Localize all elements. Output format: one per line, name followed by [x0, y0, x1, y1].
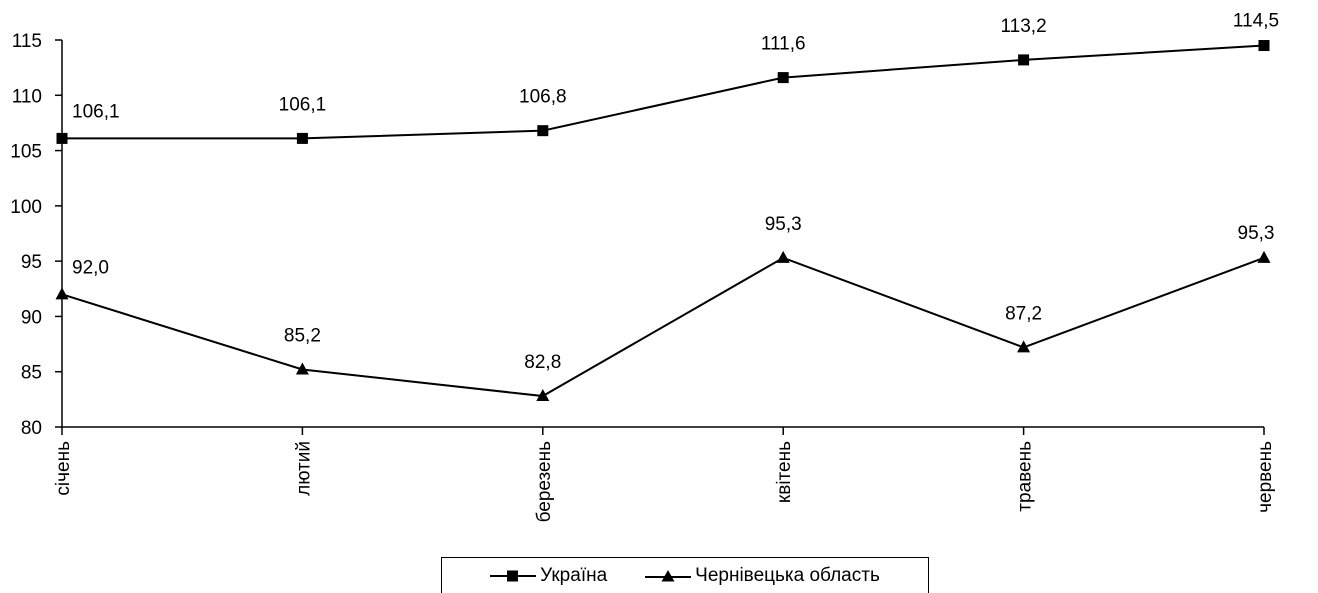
data-point	[295, 362, 309, 375]
legend-label-ukraine: Україна	[540, 564, 608, 586]
data-label: 111,6	[761, 34, 806, 55]
data-label: 106,8	[519, 87, 567, 108]
data-label: 95,3	[765, 214, 802, 235]
x-tick-label: травень	[1015, 441, 1036, 512]
x-tick-label: січень	[53, 441, 74, 496]
data-point	[1017, 340, 1031, 353]
legend-label-chernivtsi: Чернівецька область	[695, 564, 880, 586]
data-label: 106,1	[279, 94, 327, 115]
data-label: 82,8	[524, 352, 561, 373]
x-tick-label: лютий	[293, 441, 314, 496]
data-label: 85,2	[284, 326, 321, 347]
y-tick-label: 115	[12, 31, 42, 52]
data-label: 95,3	[1238, 223, 1275, 244]
y-tick-label: 80	[21, 418, 42, 439]
y-tick-label: 85	[21, 363, 42, 384]
x-tick-label: березень	[534, 441, 555, 523]
y-tick-label: 100	[10, 197, 42, 218]
series-line-chernivtsi	[61, 256, 1265, 398]
y-tick-label: 110	[12, 86, 42, 107]
data-label: 106,1	[72, 101, 120, 122]
chart-legend: Україна Чернівецька область	[441, 557, 929, 593]
y-tick-label: 95	[21, 252, 42, 273]
data-point	[1257, 250, 1271, 263]
data-point	[777, 72, 789, 84]
x-tick-label: червень	[1255, 441, 1276, 513]
data-point	[55, 287, 69, 300]
data-point	[56, 132, 68, 144]
legend-item-chernivtsi: Чернівецька область	[645, 565, 880, 587]
data-point	[537, 125, 549, 137]
y-tick-label: 105	[10, 142, 42, 163]
data-point	[1258, 40, 1270, 52]
y-tick-label: 90	[21, 307, 42, 328]
square-marker-icon	[490, 570, 537, 581]
chart-axes: 80 85 90 95 100 105 110 115 січень лютий березень к…	[10, 31, 1276, 522]
chart-data-labels: 106,1 106,1 106,8 111,6 113,2 114,5 92,0 85,2 82…	[72, 11, 1279, 374]
data-point	[296, 132, 308, 144]
legend-item-ukraine: Україна	[490, 565, 607, 587]
data-label: 113,2	[1001, 16, 1047, 37]
data-point	[536, 389, 550, 402]
x-tick-label: квітень	[774, 441, 795, 503]
data-point	[776, 250, 790, 263]
data-point	[1018, 54, 1030, 66]
data-label: 92,0	[72, 257, 109, 278]
data-label: 114,5	[1233, 11, 1279, 32]
chart-series	[55, 40, 1271, 402]
series-line-ukraine	[62, 44, 1265, 140]
data-label: 87,2	[1005, 303, 1042, 324]
triangle-marker-icon	[645, 569, 692, 581]
